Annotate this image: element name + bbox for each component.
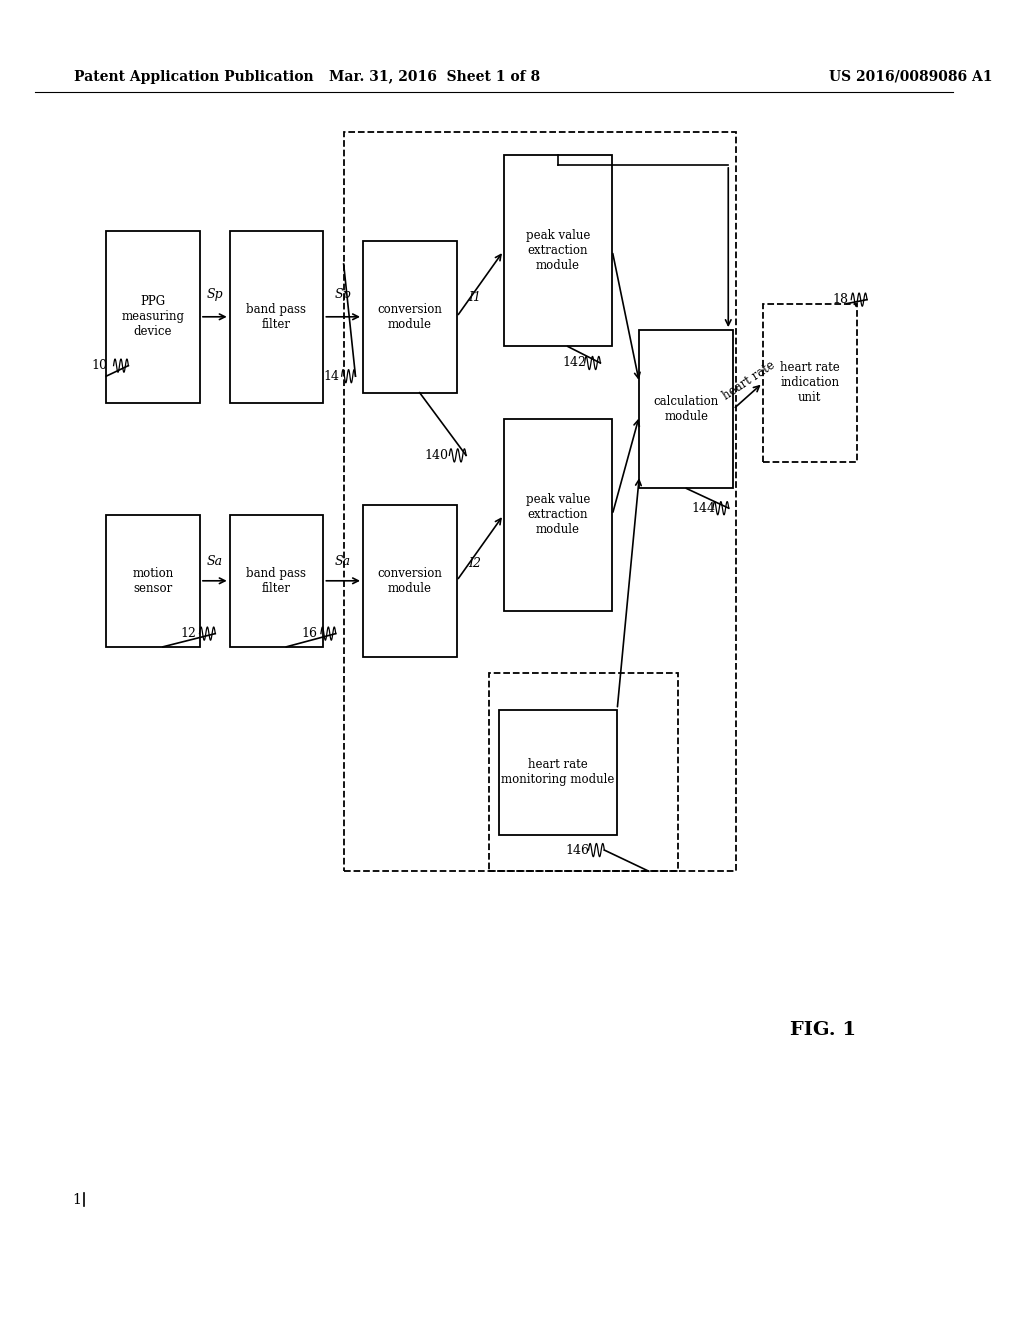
Bar <box>229 231 324 403</box>
Text: heart rate
monitoring module: heart rate monitoring module <box>501 758 614 787</box>
Bar <box>763 304 857 462</box>
Bar <box>499 710 617 836</box>
Bar <box>362 240 457 393</box>
Text: calculation
module: calculation module <box>653 395 719 424</box>
Bar <box>488 673 678 871</box>
Bar <box>229 515 324 647</box>
Text: Sp: Sp <box>335 288 351 301</box>
Bar <box>504 418 612 610</box>
Text: Sa: Sa <box>207 554 223 568</box>
Text: 16: 16 <box>301 627 317 640</box>
Text: US 2016/0089086 A1: US 2016/0089086 A1 <box>829 70 993 83</box>
Text: 10: 10 <box>92 359 108 372</box>
Text: 12: 12 <box>180 627 197 640</box>
Text: heart rate
indication
unit: heart rate indication unit <box>780 362 840 404</box>
Bar <box>344 132 735 871</box>
Text: 1: 1 <box>72 1193 81 1206</box>
Text: FIG. 1: FIG. 1 <box>790 1020 856 1039</box>
Text: Sp: Sp <box>207 288 223 301</box>
Text: conversion
module: conversion module <box>378 566 442 595</box>
Text: 142: 142 <box>563 356 587 370</box>
Text: peak value
extraction
module: peak value extraction module <box>525 230 590 272</box>
Text: Mar. 31, 2016  Sheet 1 of 8: Mar. 31, 2016 Sheet 1 of 8 <box>329 70 540 83</box>
Text: I1: I1 <box>469 290 481 304</box>
Bar <box>362 504 457 656</box>
Text: I2: I2 <box>469 557 481 570</box>
Bar <box>504 154 612 346</box>
Text: Patent Application Publication: Patent Application Publication <box>74 70 313 83</box>
Text: 140: 140 <box>425 449 449 462</box>
Text: conversion
module: conversion module <box>378 302 442 331</box>
Text: peak value
extraction
module: peak value extraction module <box>525 494 590 536</box>
Bar <box>106 231 200 403</box>
Text: band pass
filter: band pass filter <box>247 566 306 595</box>
Text: Sa: Sa <box>335 554 351 568</box>
Text: motion
sensor: motion sensor <box>132 566 174 595</box>
Text: 146: 146 <box>566 843 590 857</box>
Bar <box>106 515 200 647</box>
Text: 14: 14 <box>324 370 340 383</box>
Text: 18: 18 <box>833 293 849 306</box>
Text: band pass
filter: band pass filter <box>247 302 306 331</box>
Bar <box>639 330 733 488</box>
Text: 144: 144 <box>691 502 715 515</box>
Text: heart rate: heart rate <box>721 358 778 403</box>
Text: PPG
measuring
device: PPG measuring device <box>122 296 184 338</box>
